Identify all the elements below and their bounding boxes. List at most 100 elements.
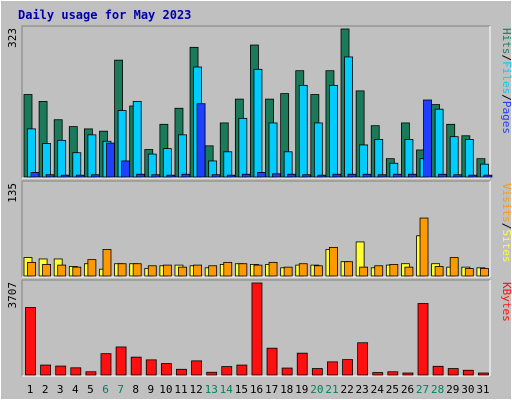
day-label-9: 9 (148, 383, 155, 396)
bar-kbytes-day-3 (55, 365, 67, 376)
day-label-24: 24 (371, 383, 385, 396)
bar-pages-day-18 (287, 173, 297, 178)
bar-pages-day-31 (483, 174, 493, 178)
bar-files-day-18 (283, 151, 293, 178)
bar-visits-day-24 (374, 265, 384, 277)
bar-pages-day-14 (226, 174, 236, 178)
bar-kbytes-day-18 (281, 367, 293, 376)
bar-kbytes-day-10 (160, 363, 172, 376)
bar-kbytes-day-16 (251, 282, 263, 376)
bar-files-day-8 (132, 101, 142, 178)
bar-visits-day-2 (42, 264, 51, 277)
bar-files-day-10 (162, 148, 172, 178)
bar-visits-day-30 (464, 268, 474, 277)
bar-pages-day-26 (408, 173, 417, 178)
bar-visits-day-26 (404, 266, 414, 277)
bar-kbytes-day-26 (402, 372, 414, 376)
bar-pages-day-21 (332, 173, 342, 178)
scale-label: 3707 (6, 282, 19, 309)
bar-kbytes-day-31 (477, 372, 489, 376)
day-label-6: 6 (102, 383, 109, 396)
bar-kbytes-day-6 (100, 353, 112, 376)
bar-pages-day-9 (151, 174, 161, 178)
legend-entry: KBytes (500, 282, 512, 322)
bar-kbytes-day-28 (432, 365, 444, 376)
bar-pages-day-16 (257, 172, 266, 178)
bar-visits-day-14 (223, 261, 233, 277)
bar-kbytes-day-5 (85, 371, 97, 376)
day-label-2: 2 (42, 383, 49, 396)
panel-hits-files-pages: 323 Hits/Files/Pages (6, 25, 512, 179)
bar-pages-day-5 (90, 174, 100, 178)
bar-visits-day-19 (298, 263, 308, 277)
bar-pages-day-3 (60, 174, 70, 178)
bar-visits-day-22 (344, 261, 353, 277)
bar-pages-day-30 (468, 174, 478, 178)
bar-kbytes-day-17 (266, 347, 278, 376)
bar-files-day-26 (404, 139, 414, 178)
bar-kbytes-day-7 (115, 346, 127, 376)
bar-kbytes-day-29 (447, 368, 459, 376)
bar-pages-day-7 (121, 160, 130, 178)
bar-pages-day-27 (423, 99, 432, 178)
day-label-11: 11 (174, 383, 187, 396)
day-label-15: 15 (235, 383, 248, 396)
legend-entry: Visits (500, 183, 512, 223)
bar-visits-day-21 (329, 246, 338, 277)
bar-kbytes-day-15 (236, 364, 248, 376)
bar-pages-day-11 (181, 173, 191, 178)
bar-visits-day-29 (449, 257, 459, 277)
bar-visits-day-9 (147, 265, 157, 277)
bar-pages-day-2 (45, 174, 55, 178)
legend: KBytes (500, 282, 512, 322)
bar-files-day-22 (344, 56, 353, 178)
day-label-8: 8 (132, 383, 139, 396)
plot-area (21, 180, 491, 278)
bar-pages-day-17 (272, 173, 281, 178)
bar-pages-day-24 (377, 174, 387, 178)
bar-files-day-14 (223, 151, 233, 178)
legend-entry: / (500, 94, 512, 101)
bar-files-day-11 (178, 134, 187, 178)
bar-files-day-29 (449, 136, 459, 178)
bar-visits-day-8 (132, 263, 142, 277)
bar-kbytes-day-2 (40, 364, 51, 376)
bar-visits-day-6 (102, 249, 112, 277)
bar-files-day-30 (464, 139, 474, 178)
bar-kbytes-day-21 (327, 361, 338, 376)
bar-files-day-16 (253, 68, 263, 178)
bar-kbytes-day-14 (221, 366, 233, 376)
day-label-23: 23 (356, 383, 369, 396)
bar-files-day-9 (147, 153, 157, 178)
bar-pages-day-20 (317, 174, 327, 178)
panel-visits-sites: 135 Visits/Sites (6, 180, 512, 278)
bar-visits-day-15 (238, 263, 248, 277)
bar-pages-day-19 (302, 174, 312, 178)
bar-visits-day-27 (419, 217, 429, 277)
day-label-31: 31 (476, 383, 489, 396)
bar-visits-day-4 (72, 266, 82, 277)
bar-kbytes-day-13 (206, 371, 218, 376)
day-label-4: 4 (72, 383, 79, 396)
bar-files-day-23 (359, 144, 369, 178)
bar-files-day-3 (57, 139, 67, 178)
bar-files-day-20 (313, 122, 323, 178)
bar-files-day-21 (329, 84, 338, 178)
day-label-20: 20 (310, 383, 323, 396)
bar-pages-day-13 (211, 174, 221, 178)
day-labels: 1 2 3 4 5 6 7 8 9 10 11 12 13 14 15 16 17 18 19 20 21 22 23 24 2… (27, 383, 490, 396)
day-label-13: 13 (205, 383, 218, 396)
bar-kbytes-day-19 (296, 352, 308, 376)
bar-visits-day-10 (162, 264, 172, 277)
bar-pages-day-8 (136, 173, 146, 178)
bar-kbytes-day-27 (417, 303, 429, 376)
chart-title: Daily usage for May 2023 (18, 8, 191, 22)
bar-files-day-1 (27, 128, 36, 178)
day-label-5: 5 (87, 383, 94, 396)
day-label-17: 17 (265, 383, 278, 396)
bar-kbytes-day-11 (176, 368, 187, 376)
day-label-28: 28 (431, 383, 444, 396)
